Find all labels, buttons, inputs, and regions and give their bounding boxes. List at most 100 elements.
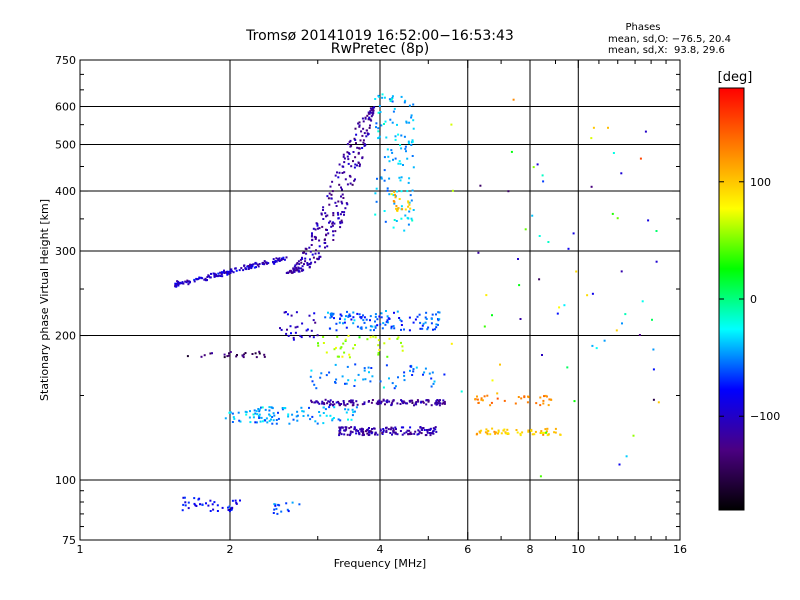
data-point bbox=[389, 100, 392, 102]
data-point bbox=[399, 162, 402, 165]
data-point bbox=[406, 190, 409, 193]
data-point bbox=[185, 281, 188, 284]
data-point bbox=[262, 261, 264, 264]
y-tick-label: 300 bbox=[55, 245, 76, 258]
data-point bbox=[357, 151, 360, 154]
data-point bbox=[400, 147, 403, 150]
data-point bbox=[400, 217, 403, 220]
data-point bbox=[193, 502, 196, 505]
data-point bbox=[493, 430, 496, 433]
data-point bbox=[647, 219, 650, 222]
data-point bbox=[486, 394, 489, 397]
data-point bbox=[331, 222, 334, 225]
data-point bbox=[355, 429, 358, 432]
data-point bbox=[323, 241, 326, 244]
data-point bbox=[624, 313, 627, 316]
data-point bbox=[437, 323, 439, 326]
data-point bbox=[407, 217, 410, 220]
data-point bbox=[311, 415, 314, 418]
data-point bbox=[429, 428, 432, 431]
data-point bbox=[393, 219, 396, 221]
data-point bbox=[515, 429, 518, 431]
data-point bbox=[294, 264, 297, 267]
data-point bbox=[542, 180, 545, 183]
data-point bbox=[421, 429, 424, 431]
data-point bbox=[407, 140, 410, 143]
data-point bbox=[394, 196, 397, 199]
data-point bbox=[255, 262, 258, 265]
data-point bbox=[425, 403, 428, 406]
data-point bbox=[322, 342, 325, 344]
colorbar-tick-label: −100 bbox=[750, 410, 780, 423]
data-point bbox=[355, 406, 358, 409]
data-point bbox=[411, 139, 414, 142]
data-point bbox=[332, 230, 334, 233]
data-point bbox=[483, 325, 486, 328]
data-point bbox=[378, 400, 381, 403]
data-point bbox=[451, 189, 454, 192]
data-point bbox=[491, 379, 494, 382]
data-point bbox=[328, 400, 331, 403]
data-point bbox=[287, 334, 290, 337]
data-point bbox=[345, 202, 348, 205]
data-point bbox=[355, 400, 358, 403]
data-point bbox=[398, 176, 401, 179]
data-point bbox=[387, 155, 390, 158]
data-point bbox=[547, 404, 550, 407]
data-point bbox=[632, 434, 635, 437]
data-point bbox=[527, 430, 530, 433]
data-point bbox=[255, 266, 257, 269]
data-point bbox=[396, 337, 399, 340]
data-point bbox=[217, 272, 220, 275]
data-point bbox=[362, 430, 365, 433]
data-point bbox=[392, 200, 395, 202]
data-point bbox=[406, 402, 409, 405]
data-point bbox=[331, 419, 334, 422]
data-point bbox=[526, 401, 529, 404]
data-point bbox=[239, 499, 241, 502]
data-point bbox=[213, 501, 216, 504]
data-point bbox=[441, 402, 444, 405]
data-point bbox=[352, 411, 355, 414]
data-point bbox=[590, 185, 593, 188]
data-point bbox=[354, 363, 357, 366]
data-point bbox=[324, 408, 327, 411]
data-point bbox=[265, 261, 268, 264]
data-point bbox=[299, 334, 302, 337]
data-point bbox=[544, 394, 547, 397]
data-point bbox=[345, 326, 348, 329]
data-point bbox=[391, 100, 394, 103]
data-point bbox=[219, 275, 222, 277]
data-point bbox=[403, 328, 405, 331]
data-point bbox=[639, 157, 642, 160]
data-point bbox=[422, 373, 424, 376]
data-point bbox=[367, 112, 370, 115]
data-point bbox=[407, 433, 410, 436]
data-point bbox=[289, 325, 292, 328]
data-point bbox=[394, 195, 397, 198]
data-point bbox=[357, 122, 360, 125]
data-point bbox=[420, 432, 423, 435]
data-point bbox=[502, 429, 505, 432]
data-point bbox=[524, 228, 527, 231]
data-point bbox=[369, 315, 372, 318]
data-point bbox=[236, 354, 238, 356]
data-point bbox=[268, 419, 271, 422]
data-point bbox=[317, 227, 319, 230]
data-point bbox=[348, 434, 351, 437]
data-point bbox=[412, 127, 415, 130]
data-point bbox=[296, 262, 299, 264]
data-point bbox=[344, 404, 347, 407]
data-point bbox=[309, 375, 312, 378]
data-point bbox=[411, 155, 414, 157]
data-point bbox=[439, 402, 442, 405]
data-point bbox=[268, 409, 271, 412]
data-point bbox=[333, 348, 336, 351]
data-point bbox=[194, 504, 197, 507]
x-axis-label: Frequency [MHz] bbox=[334, 557, 426, 570]
data-point bbox=[327, 197, 330, 200]
data-point bbox=[311, 232, 313, 235]
data-point bbox=[413, 432, 416, 435]
data-point bbox=[362, 432, 364, 434]
data-point bbox=[318, 227, 321, 230]
